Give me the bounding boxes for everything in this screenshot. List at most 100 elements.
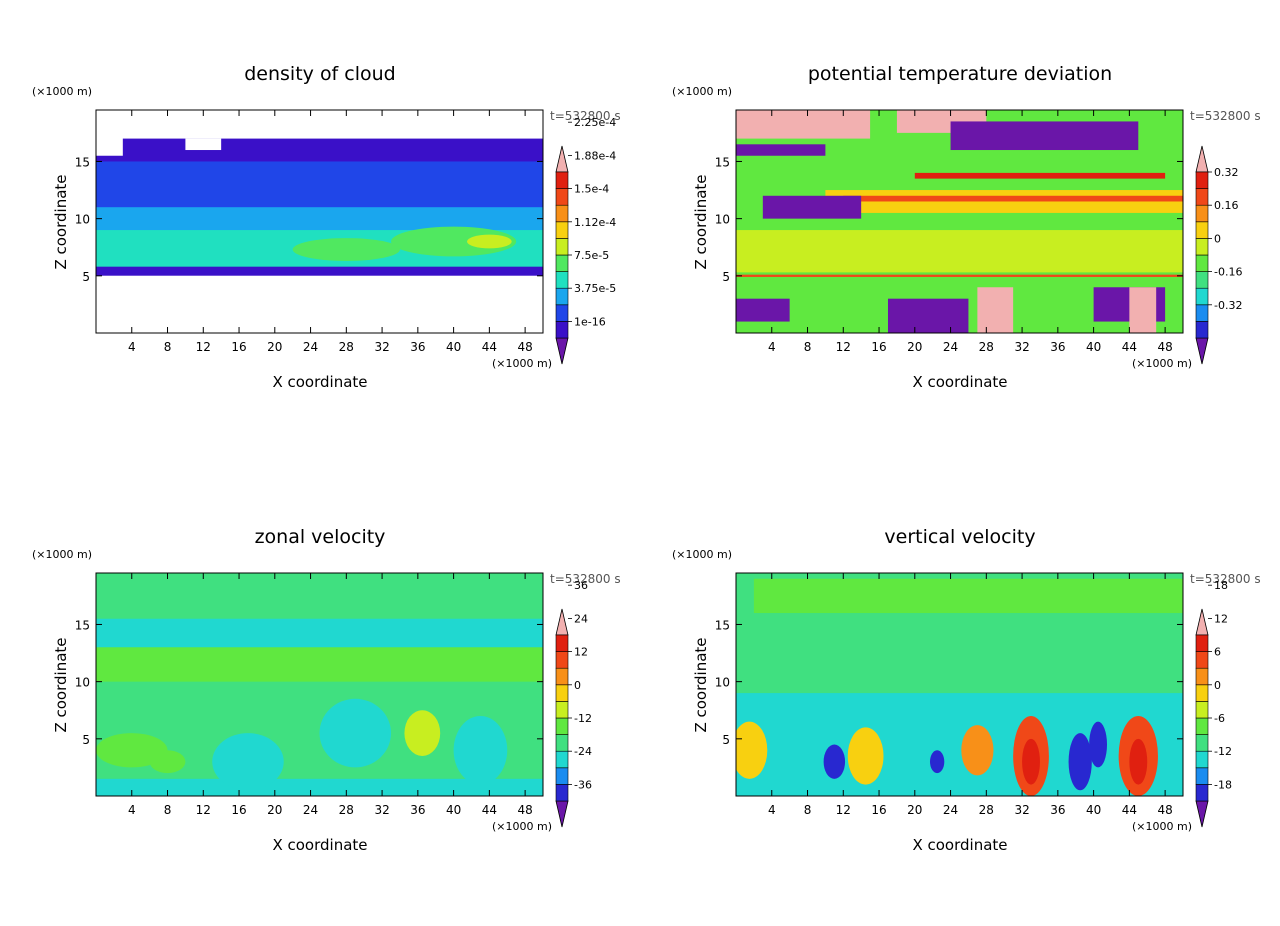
colorbar-top-arrow xyxy=(555,145,569,173)
colorbar-swatch xyxy=(1195,238,1209,256)
x-tick-label: 32 xyxy=(1014,340,1029,354)
y-tick-label: 10 xyxy=(715,676,730,690)
colorbar-top-arrow xyxy=(1195,608,1209,636)
x-tick-label: 8 xyxy=(164,803,172,817)
field-region xyxy=(467,234,512,249)
y-tick-label: 5 xyxy=(82,270,90,284)
field-region xyxy=(1089,721,1108,768)
x-tick-label: 8 xyxy=(164,340,172,354)
y-axis-label: Z coordinate xyxy=(692,174,710,269)
x-tick-label: 48 xyxy=(517,803,532,817)
x-tick-label: 28 xyxy=(339,340,354,354)
field-region xyxy=(212,733,284,791)
y-unit-label: (×1000 m) xyxy=(672,85,732,98)
x-tick-label: 36 xyxy=(410,340,425,354)
colorbar-label: 1.12e-4 xyxy=(574,216,616,229)
x-tick-label: 8 xyxy=(804,340,812,354)
chart-title: zonal velocity xyxy=(255,526,386,548)
field-region xyxy=(736,693,1183,796)
panel-vertical-velocity: 4 8 12 16 20 24 28 32 36 40 44 48 5 10 15 vertical velo… xyxy=(640,463,1280,926)
colorbar-swatch xyxy=(1195,254,1209,272)
chart-title: vertical velocity xyxy=(884,526,1035,548)
colorbar-swatch xyxy=(1195,171,1209,189)
x-axis-label: X coordinate xyxy=(912,836,1007,854)
field-region xyxy=(736,721,768,779)
colorbar-swatch xyxy=(1195,321,1209,339)
colorbar-swatch xyxy=(1195,634,1209,652)
time-label: t=532800 s xyxy=(1190,109,1261,123)
plot-fields xyxy=(736,110,1183,333)
colorbar-bottom-arrow xyxy=(1195,337,1209,365)
field-region xyxy=(453,715,508,785)
colorbar-label: 2.25e-4 xyxy=(574,116,616,129)
x-tick-label: 32 xyxy=(374,803,389,817)
colorbar-swatch xyxy=(1195,717,1209,735)
x-tick-label: 20 xyxy=(907,340,922,354)
y-axis-label: Z coordinate xyxy=(52,174,70,269)
x-tick-label: 12 xyxy=(196,340,211,354)
x-tick-label: 8 xyxy=(804,803,812,817)
colorbar-swatch xyxy=(555,287,569,306)
chart-title: density of cloud xyxy=(244,63,396,85)
colorbar-swatch xyxy=(555,254,569,272)
y-tick-label: 5 xyxy=(82,733,90,747)
plot-fields xyxy=(96,110,543,333)
colorbar-swatch xyxy=(1195,784,1209,802)
time-label: t=532800 s xyxy=(550,572,621,586)
colorbar-swatch xyxy=(555,667,569,686)
colorbar-swatch xyxy=(555,188,569,206)
field-region xyxy=(96,647,543,682)
x-tick-label: 16 xyxy=(231,340,246,354)
empty-region xyxy=(96,110,123,156)
x-axis-label: X coordinate xyxy=(912,373,1007,391)
colorbar-label: -36 xyxy=(574,778,592,791)
field-region xyxy=(843,195,1183,202)
y-axis-label: Z coordinate xyxy=(692,637,710,732)
colorbar-label: -24 xyxy=(574,745,592,758)
field-region xyxy=(736,298,790,322)
x-tick-label: 36 xyxy=(1050,340,1065,354)
x-tick-label: 32 xyxy=(374,340,389,354)
colorbar-label: 1.88e-4 xyxy=(574,149,616,162)
field-region xyxy=(736,110,871,139)
colorbar-bottom-arrow xyxy=(1195,800,1209,828)
field-region xyxy=(391,226,517,257)
colorbar-label: -12 xyxy=(1214,745,1232,758)
colorbar-swatch xyxy=(1195,684,1209,702)
colorbar-bottom-arrow xyxy=(555,800,569,828)
x-tick-label: 36 xyxy=(1050,803,1065,817)
panel-zonal-velocity: 4 8 12 16 20 24 28 32 36 40 44 48 5 10 15 zonal velocit… xyxy=(0,463,640,926)
colorbar-label: -18 xyxy=(1214,778,1232,791)
colorbar-swatch xyxy=(1195,221,1209,239)
colorbar-swatch xyxy=(1195,271,1209,289)
field-region xyxy=(404,710,441,756)
colorbar-label: 0 xyxy=(1214,232,1221,245)
colorbar-label: 12 xyxy=(574,646,588,659)
empty-region xyxy=(122,110,543,133)
y-tick-label: 10 xyxy=(75,676,90,690)
colorbar-label: -6 xyxy=(1214,712,1225,725)
colorbar-swatch xyxy=(555,784,569,802)
empty-region xyxy=(96,275,543,333)
colorbar-label: 12 xyxy=(1214,612,1228,625)
y-tick-label: 15 xyxy=(715,155,730,169)
x-tick-label: 16 xyxy=(871,340,886,354)
field-region xyxy=(847,727,884,785)
x-tick-label: 20 xyxy=(267,340,282,354)
colorbar-bottom-arrow xyxy=(555,337,569,365)
y-unit-label: (×1000 m) xyxy=(32,548,92,561)
colorbar-swatch xyxy=(555,750,569,769)
y-tick-label: 15 xyxy=(75,618,90,632)
colorbar-label: 24 xyxy=(574,612,588,625)
colorbar-label: 0.16 xyxy=(1214,199,1239,212)
colorbar-label: -0.32 xyxy=(1214,299,1242,312)
colorbar-label: 3.75e-5 xyxy=(574,282,616,295)
x-tick-label: 24 xyxy=(303,803,318,817)
x-tick-label: 28 xyxy=(979,803,994,817)
colorbar-swatch xyxy=(1195,651,1209,669)
x-unit-label: (×1000 m) xyxy=(492,820,552,833)
x-tick-label: 44 xyxy=(482,340,497,354)
field-region xyxy=(1129,287,1157,333)
colorbar-swatch xyxy=(555,717,569,735)
